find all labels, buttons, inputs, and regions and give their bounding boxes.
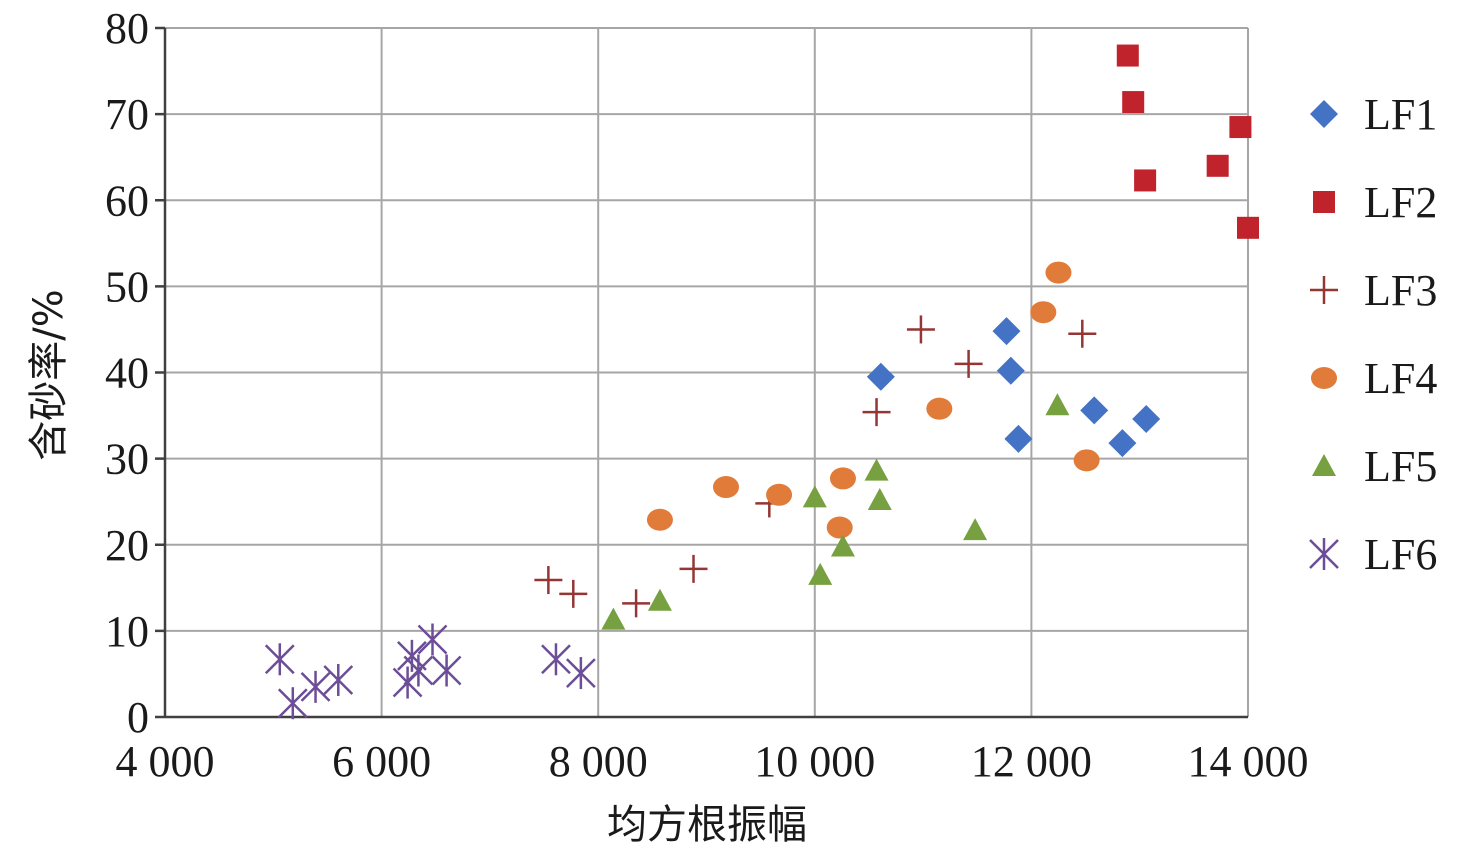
axes	[155, 26, 1248, 719]
legend-marker-lf5	[1312, 454, 1336, 476]
data-point-lf6	[417, 623, 448, 656]
legend-label: LF3	[1364, 266, 1437, 315]
data-point-lf5	[802, 485, 827, 508]
data-point-lf5	[647, 588, 672, 611]
data-point-lf5	[867, 487, 892, 510]
legend-label: LF5	[1364, 442, 1437, 491]
data-point-lf2	[1116, 44, 1139, 67]
legend-marker-lf1	[1310, 100, 1338, 128]
legend-marker-lf2	[1313, 191, 1335, 213]
data-point-lf4	[1030, 301, 1057, 324]
legend: LF1 LF2 LF3 LF4 LF5 LF6	[1309, 90, 1437, 579]
data-point-lf4	[1073, 449, 1100, 472]
data-point-lf1	[992, 317, 1021, 346]
data-point-lf4	[646, 508, 673, 531]
data-point-lf3	[559, 579, 588, 608]
legend-marker-lf6	[1309, 538, 1339, 570]
y-axis-title: 含砂率/%	[26, 289, 72, 460]
x-tick-label: 12 000	[971, 737, 1092, 786]
data-point-lf5	[808, 562, 833, 585]
y-tick-label: 30	[105, 435, 149, 484]
x-tick-label: 8 000	[549, 737, 648, 786]
y-tick-label: 20	[105, 521, 149, 570]
data-point-lf6	[300, 670, 331, 703]
data-point-lf5	[864, 458, 889, 481]
y-tick-label: 40	[105, 349, 149, 398]
legend-item-lf4: LF4	[1311, 354, 1437, 403]
legend-item-lf1: LF1	[1310, 90, 1437, 139]
data-point-lf5	[963, 518, 988, 541]
legend-marker-lf4	[1311, 367, 1337, 389]
data-points	[264, 44, 1259, 720]
data-point-lf4	[926, 397, 953, 420]
data-point-lf6	[403, 654, 434, 687]
data-point-lf1	[996, 356, 1025, 385]
x-tick-label: 4 000	[116, 737, 215, 786]
y-tick-label: 10	[105, 607, 149, 656]
data-point-lf6	[431, 654, 462, 687]
data-point-lf6	[541, 643, 571, 676]
data-point-lf5	[830, 534, 855, 557]
data-point-lf6	[277, 687, 308, 720]
y-tick-label: 0	[127, 693, 149, 742]
data-point-lf1	[1108, 429, 1137, 458]
data-point-lf6	[397, 639, 427, 672]
data-point-lf3	[679, 554, 708, 583]
data-point-lf1	[1132, 405, 1161, 434]
legend-item-lf5: LF5	[1312, 442, 1437, 491]
data-point-lf1	[1004, 424, 1033, 453]
legend-label: LF6	[1364, 530, 1437, 579]
data-point-lf3	[954, 349, 983, 378]
data-point-lf5	[1045, 393, 1070, 416]
data-point-lf2	[1122, 91, 1145, 114]
legend-label: LF1	[1364, 90, 1437, 139]
data-point-lf3	[862, 398, 891, 427]
data-point-lf4	[766, 483, 793, 506]
data-point-lf1	[1080, 396, 1109, 425]
data-point-lf3	[622, 589, 651, 618]
data-point-lf2	[1229, 116, 1252, 139]
x-axis-title: 均方根振幅	[607, 802, 807, 848]
legend-marker-lf3	[1310, 276, 1338, 304]
data-point-lf6	[264, 643, 295, 676]
x-tick-label: 10 000	[754, 737, 875, 786]
data-point-lf4	[829, 467, 856, 490]
data-point-lf2	[1206, 154, 1229, 177]
data-point-lf5	[601, 607, 626, 630]
tick-labels: 0 10 20 30 40 50 60 70 80 4 000 6 000 8 000 10 000 12…	[105, 4, 1309, 786]
data-point-lf4	[712, 476, 739, 499]
legend-label: LF4	[1364, 354, 1437, 403]
data-point-lf6	[323, 663, 354, 696]
legend-item-lf2: LF2	[1313, 178, 1437, 227]
legend-label: LF2	[1364, 178, 1437, 227]
data-point-lf4	[826, 516, 853, 539]
gridlines	[164, 27, 1249, 718]
y-tick-label: 70	[105, 90, 149, 139]
data-point-lf4	[1045, 261, 1072, 284]
data-point-lf2	[1237, 216, 1259, 239]
y-tick-label: 80	[105, 4, 149, 53]
data-point-lf3	[534, 566, 563, 595]
data-point-lf3	[906, 315, 935, 344]
legend-item-lf3: LF3	[1310, 266, 1437, 315]
x-tick-label: 14 000	[1188, 737, 1309, 786]
data-point-lf6	[565, 657, 596, 690]
x-tick-label: 6 000	[332, 737, 431, 786]
legend-item-lf6: LF6	[1309, 530, 1437, 579]
y-tick-label: 60	[105, 176, 149, 225]
data-point-lf2	[1134, 169, 1157, 192]
data-point-lf1	[866, 362, 895, 391]
y-tick-label: 50	[105, 262, 149, 311]
data-point-lf3	[1068, 319, 1097, 348]
